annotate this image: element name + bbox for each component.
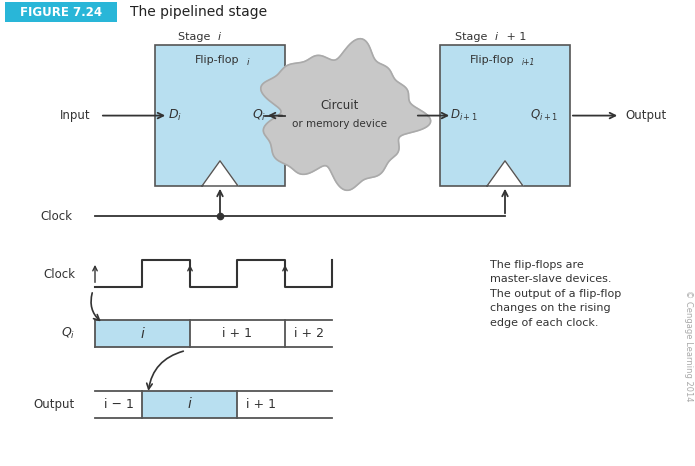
Text: The flip-flops are
master-slave devices.
The output of a flip-flop
changes on th: The flip-flops are master-slave devices.… bbox=[490, 260, 621, 328]
Text: © Cengage Learning 2014: © Cengage Learning 2014 bbox=[683, 290, 692, 401]
Text: $Q_i$: $Q_i$ bbox=[60, 326, 75, 342]
Text: + 1: + 1 bbox=[503, 32, 526, 42]
Text: Clock: Clock bbox=[40, 210, 72, 223]
Text: Flip-flop: Flip-flop bbox=[470, 55, 514, 65]
Text: $D_i$: $D_i$ bbox=[168, 108, 182, 123]
Polygon shape bbox=[261, 39, 431, 190]
Text: i + 1: i + 1 bbox=[245, 397, 275, 411]
Text: Stage: Stage bbox=[178, 32, 214, 42]
Text: i: i bbox=[495, 32, 498, 42]
Text: i+1: i+1 bbox=[522, 58, 535, 67]
Text: $Q_{i+1}$: $Q_{i+1}$ bbox=[530, 108, 558, 123]
Text: i − 1: i − 1 bbox=[104, 397, 133, 411]
FancyBboxPatch shape bbox=[142, 391, 237, 418]
Text: i + 1: i + 1 bbox=[222, 328, 252, 340]
Text: Circuit: Circuit bbox=[321, 99, 359, 112]
Polygon shape bbox=[202, 161, 238, 186]
Text: Stage: Stage bbox=[455, 32, 491, 42]
FancyBboxPatch shape bbox=[95, 320, 190, 348]
Text: FIGURE 7.24: FIGURE 7.24 bbox=[20, 6, 102, 19]
Text: $D_{i+1}$: $D_{i+1}$ bbox=[450, 108, 478, 123]
FancyBboxPatch shape bbox=[5, 2, 117, 22]
FancyBboxPatch shape bbox=[440, 45, 570, 186]
Text: Flip-flop: Flip-flop bbox=[195, 55, 240, 65]
Text: i: i bbox=[140, 327, 145, 341]
Text: Input: Input bbox=[60, 109, 90, 122]
Text: Clock: Clock bbox=[43, 267, 75, 281]
Text: The pipelined stage: The pipelined stage bbox=[130, 5, 267, 19]
Polygon shape bbox=[487, 161, 523, 186]
Text: i: i bbox=[247, 58, 250, 67]
Text: $Q_i$: $Q_i$ bbox=[252, 108, 266, 123]
FancyBboxPatch shape bbox=[155, 45, 285, 186]
Text: Output: Output bbox=[625, 109, 667, 122]
Text: or memory device: or memory device bbox=[293, 119, 388, 129]
Text: Output: Output bbox=[34, 397, 75, 411]
Text: i: i bbox=[218, 32, 221, 42]
Text: i + 2: i + 2 bbox=[293, 328, 323, 340]
Text: i: i bbox=[188, 397, 191, 411]
